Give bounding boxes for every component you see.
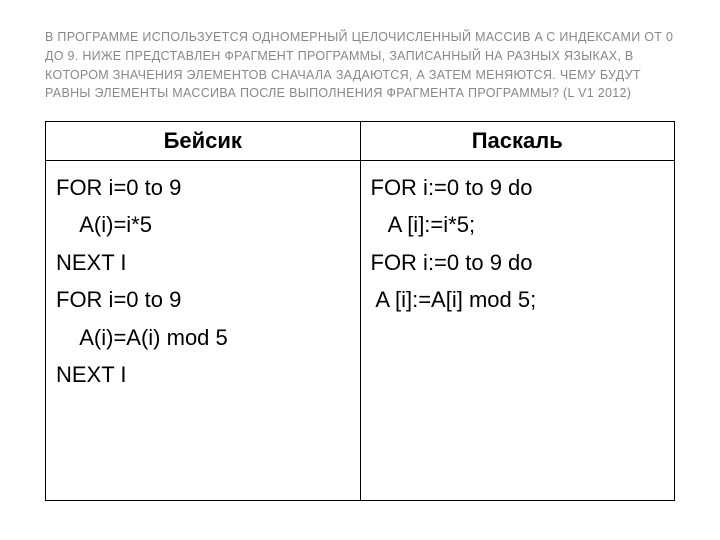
table-row: FOR i=0 to 9 A(i)=i*5 NEXT I FOR i=0 to …: [46, 161, 675, 501]
code-line: FOR i=0 to 9: [56, 169, 350, 206]
code-line: FOR i=0 to 9: [56, 281, 350, 318]
header-pascal: Паскаль: [360, 122, 675, 161]
code-line: FOR i:=0 to 9 do: [371, 169, 665, 206]
problem-title: В ПРОГРАММЕ ИСПОЛЬЗУЕТСЯ ОДНОМЕРНЫЙ ЦЕЛО…: [45, 28, 675, 103]
code-line: A [i]:=A[i] mod 5;: [371, 281, 665, 318]
code-line: NEXT I: [56, 244, 350, 281]
basic-code-cell: FOR i=0 to 9 A(i)=i*5 NEXT I FOR i=0 to …: [46, 161, 361, 501]
code-comparison-table: Бейсик Паскаль FOR i=0 to 9 A(i)=i*5 NEX…: [45, 121, 675, 501]
code-line: A(i)=i*5: [56, 206, 350, 243]
code-line: A(i)=A(i) mod 5: [56, 319, 350, 356]
code-line: FOR i:=0 to 9 do: [371, 244, 665, 281]
table-header-row: Бейсик Паскаль: [46, 122, 675, 161]
header-basic: Бейсик: [46, 122, 361, 161]
code-line: NEXT I: [56, 356, 350, 393]
code-line: A [i]:=i*5;: [371, 206, 665, 243]
pascal-code-cell: FOR i:=0 to 9 do A [i]:=i*5; FOR i:=0 to…: [360, 161, 675, 501]
